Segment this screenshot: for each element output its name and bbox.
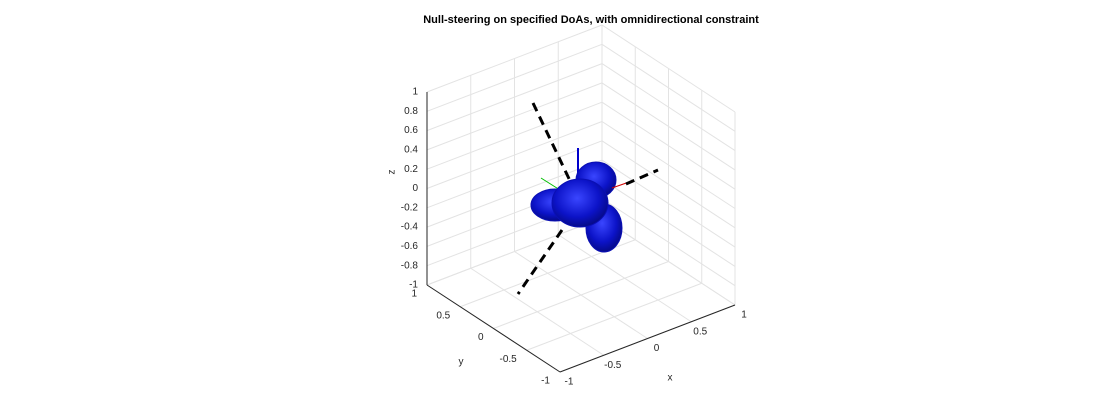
grid-line bbox=[601, 82, 736, 171]
grid-line bbox=[426, 24, 603, 93]
z-tick-label: 0.8 bbox=[404, 106, 418, 117]
null-direction bbox=[625, 168, 659, 186]
lobe bbox=[551, 178, 609, 228]
null-direction bbox=[531, 102, 574, 186]
grid-line bbox=[426, 82, 603, 151]
grid-line bbox=[426, 217, 603, 286]
z-tick-label: 0 bbox=[412, 183, 418, 194]
z-tick-label: -0.2 bbox=[401, 202, 419, 213]
y-tick-label: -0.5 bbox=[500, 354, 518, 365]
y-tick-label: 0 bbox=[478, 332, 484, 343]
z-tick-label: -0.6 bbox=[401, 241, 419, 252]
axis-y-marker bbox=[540, 177, 561, 191]
grid-line bbox=[601, 217, 736, 306]
z-tick-label: -0.8 bbox=[401, 260, 419, 271]
z-tick-label: -1 bbox=[409, 280, 418, 291]
grid-line bbox=[426, 43, 603, 112]
z-tick-label: 1 bbox=[412, 87, 418, 98]
grid-line bbox=[601, 43, 736, 132]
null-direction bbox=[516, 229, 564, 295]
x-tick-label: 0 bbox=[654, 343, 660, 354]
y-tick-label: 0.5 bbox=[436, 310, 450, 321]
x-tick-label: -1 bbox=[565, 377, 574, 388]
axis-line bbox=[426, 284, 561, 373]
grid-line bbox=[526, 282, 702, 351]
z-tick-label: 0.2 bbox=[404, 164, 418, 175]
grid-line bbox=[601, 140, 736, 229]
z-axis-label: z bbox=[387, 170, 398, 175]
x-tick-label: -0.5 bbox=[604, 360, 622, 371]
grid-line bbox=[601, 101, 736, 190]
axis-line bbox=[559, 304, 736, 373]
grid-line bbox=[426, 159, 603, 228]
y-axis-label: y bbox=[459, 357, 464, 368]
grid-line bbox=[426, 121, 603, 189]
grid-line bbox=[493, 261, 669, 329]
grid-line bbox=[426, 140, 603, 209]
grid-line bbox=[601, 178, 736, 267]
x-tick-label: 0.5 bbox=[693, 326, 707, 337]
grid-line bbox=[601, 198, 736, 287]
grid-line bbox=[601, 159, 736, 248]
grid-line bbox=[426, 101, 603, 170]
z-tick-label: -0.4 bbox=[401, 222, 419, 233]
y-tick-label: 1 bbox=[411, 289, 417, 300]
grid-line bbox=[601, 24, 736, 113]
grid-line bbox=[601, 63, 736, 152]
grid-line bbox=[601, 121, 736, 209]
x-tick-label: 1 bbox=[741, 310, 747, 321]
z-tick-label: 0.6 bbox=[404, 125, 418, 136]
y-tick-label: -1 bbox=[541, 376, 550, 387]
x-axis-label: x bbox=[668, 373, 673, 384]
chart-title: Null-steering on specified DoAs, with om… bbox=[423, 14, 759, 26]
directivity-surface bbox=[516, 102, 659, 295]
z-tick-label: 0.4 bbox=[404, 145, 418, 156]
grid-line bbox=[426, 63, 603, 132]
